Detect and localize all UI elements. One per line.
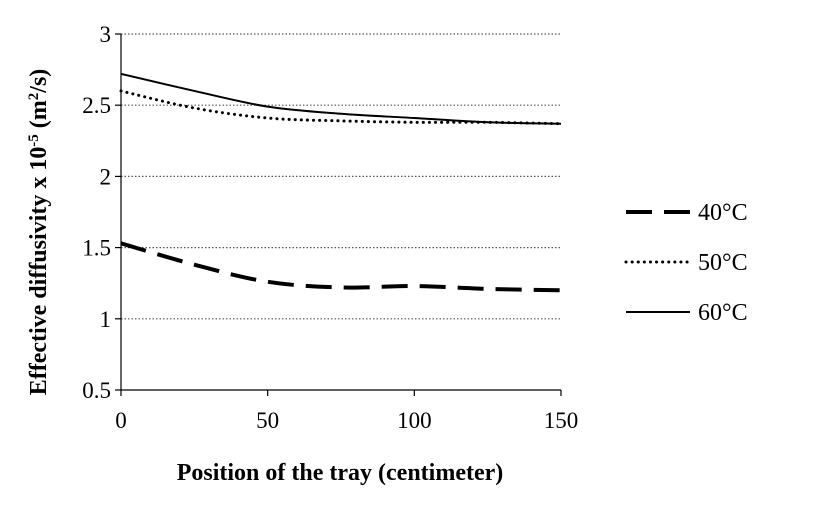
gridlines	[121, 33, 561, 320]
y-tick-label-2: 1.5	[82, 236, 111, 261]
x-axis-title: Position of the tray (centimeter)	[177, 460, 504, 486]
axes	[115, 33, 562, 396]
legend-label-1: 50°C	[698, 250, 748, 276]
x-tick-label-2: 100	[397, 408, 432, 433]
x-tick-label-0: 0	[115, 408, 127, 433]
y-axis-title-unit-exponent: 2	[26, 93, 42, 101]
legend-label-0: 40°C	[698, 200, 748, 226]
y-tick-label-0: 0.5	[82, 378, 111, 403]
y-axis-title-main: Effective diffusivity x 10	[26, 147, 52, 396]
legend: 40°C 50°C 60°C	[624, 200, 748, 326]
y-tick-label-4: 2.5	[82, 93, 111, 118]
y-axis-title: Effective diffusivity x 10-5 (m2/s)	[26, 69, 52, 396]
y-axis-title-unit-open: (m	[26, 100, 52, 134]
tick-labels: 0.5 1 1.5 2 2.5 3 0 50 100 150	[82, 22, 578, 433]
series-line-1	[119, 89, 563, 126]
series-line-0	[120, 241, 562, 293]
y-tick-label-1: 1	[100, 307, 112, 332]
y-axis-title-unit-close: /s)	[26, 69, 52, 94]
x-tick-label-3: 150	[544, 408, 579, 433]
y-tick-label-5: 3	[100, 22, 112, 47]
x-tick-label-1: 50	[256, 408, 279, 433]
legend-label-2: 60°C	[698, 300, 748, 326]
series-lines	[119, 72, 563, 293]
y-tick-label-3: 2	[100, 164, 112, 189]
y-axis-title-exponent: -5	[26, 134, 42, 147]
series-line-2	[120, 72, 562, 125]
